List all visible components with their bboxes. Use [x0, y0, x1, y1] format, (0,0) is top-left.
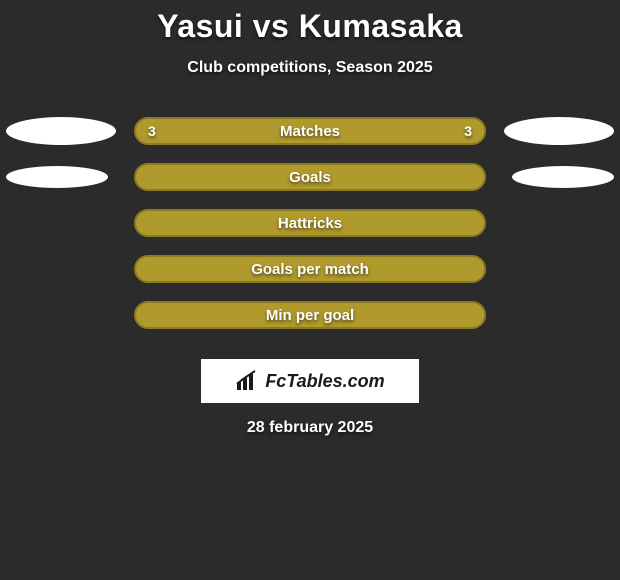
- page-title: Yasui vs Kumasaka: [0, 0, 620, 45]
- side-ellipse-right: [512, 166, 614, 188]
- side-ellipse-left: [6, 166, 108, 188]
- stat-bar: Goals: [134, 163, 486, 191]
- stat-row: Matches3 3: [0, 117, 620, 163]
- side-ellipse-right: [504, 117, 614, 145]
- stat-label: Matches: [136, 123, 484, 140]
- date-text: 28 february 2025: [0, 419, 620, 437]
- stat-row: Min per goal: [0, 301, 620, 347]
- stats-rows: Matches3 3 Goals Hattricks Goals per match Mi…: [0, 117, 620, 347]
- stat-bar: Hattricks: [134, 209, 486, 237]
- stat-row: Goals per match: [0, 255, 620, 301]
- stat-row: Goals: [0, 163, 620, 209]
- subtitle: Club competitions, Season 2025: [0, 59, 620, 77]
- stat-value-left: 3: [148, 123, 156, 139]
- chart-icon: [235, 370, 261, 392]
- stat-row: Hattricks: [0, 209, 620, 255]
- logo-box: FcTables.com: [201, 359, 419, 403]
- side-ellipse-left: [6, 117, 116, 145]
- stat-bar: Goals per match: [134, 255, 486, 283]
- stat-label: Goals per match: [136, 261, 484, 278]
- stat-value-right: 3: [464, 123, 472, 139]
- stat-label: Hattricks: [136, 215, 484, 232]
- logo-text: FcTables.com: [265, 371, 384, 392]
- stat-label: Goals: [136, 169, 484, 186]
- stat-bar: Matches3 3: [134, 117, 486, 145]
- stat-label: Min per goal: [136, 307, 484, 324]
- stat-bar: Min per goal: [134, 301, 486, 329]
